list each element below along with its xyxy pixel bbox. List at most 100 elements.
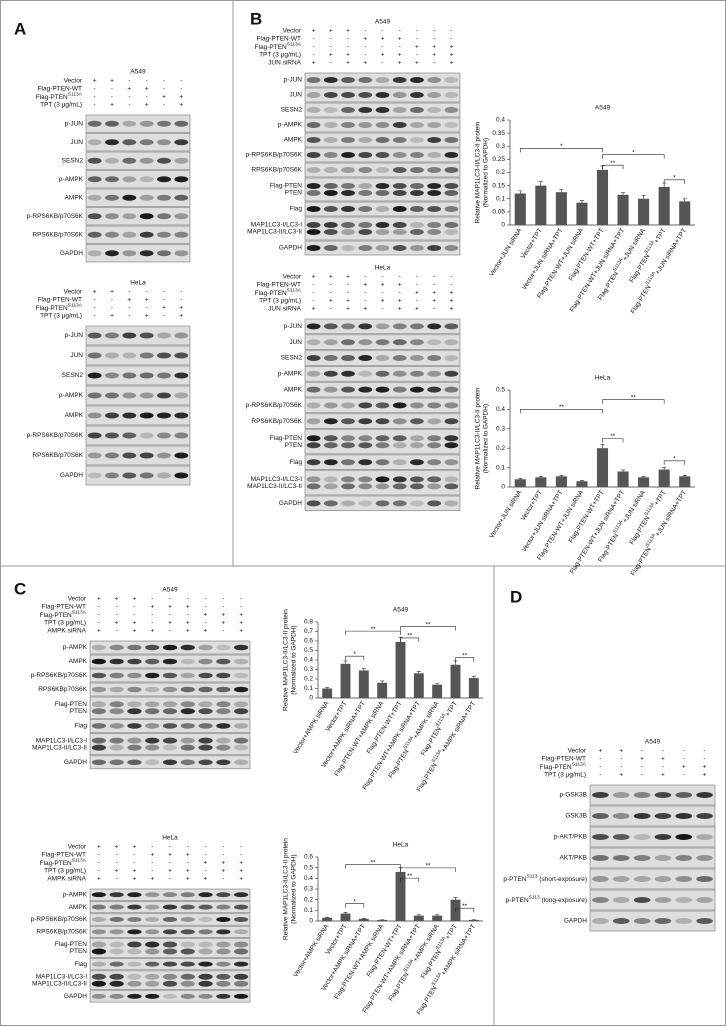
significance-bracket: [345, 630, 401, 636]
condition-sign: -: [151, 868, 153, 875]
band: [358, 483, 373, 490]
condition-sign: +: [432, 298, 436, 305]
condition-sign: +: [133, 596, 137, 603]
condition-sign: +: [150, 604, 154, 611]
band: [139, 231, 154, 238]
condition-sign: -: [416, 274, 418, 281]
bar: [679, 201, 691, 225]
significance-label: **: [425, 621, 431, 628]
band: [358, 167, 373, 173]
condition-sign: -: [98, 868, 100, 875]
significance-bracket: [400, 637, 420, 642]
condition-label-sup: S113A: [68, 303, 83, 309]
condition-sign: +: [97, 876, 101, 883]
band: [216, 929, 231, 935]
band: [145, 993, 160, 999]
blot-strip: [304, 334, 461, 350]
condition-sign: -: [683, 756, 685, 763]
band: [358, 323, 373, 330]
condition-sign: -: [399, 28, 401, 35]
condition-label: Flag-PTEN-WT: [257, 36, 301, 43]
condition-sign: -: [364, 290, 366, 297]
band: [358, 92, 373, 98]
protein-label: p-PTENS113 (long-exposure): [506, 895, 587, 904]
band: [109, 644, 124, 651]
condition-sign: -: [399, 274, 401, 281]
band: [375, 77, 390, 83]
condition-sign: +: [363, 306, 367, 313]
y-axis-label: Relative MAP1LC3-II/LC3-II protein: [283, 609, 290, 711]
band: [375, 442, 390, 449]
condition-label: Vector: [568, 748, 587, 755]
band: [392, 190, 407, 196]
band: [592, 918, 609, 924]
band: [180, 961, 195, 967]
x-tick-label-rest: +TPT: [444, 700, 458, 717]
band: [341, 206, 355, 212]
blot-strip: [85, 114, 191, 133]
band: [427, 152, 442, 158]
band: [444, 245, 459, 251]
band: [162, 929, 178, 935]
band: [444, 77, 459, 83]
condition-sign: -: [222, 852, 224, 859]
condition-sign: +: [449, 52, 453, 59]
protein-label: MAP1LC3-II/LC3-II: [32, 980, 87, 987]
condition-sign: +: [381, 52, 385, 59]
band: [139, 157, 154, 164]
band: [105, 412, 119, 419]
blot-strip: [85, 405, 191, 426]
band: [341, 500, 355, 507]
bar: [395, 871, 406, 921]
band: [392, 459, 407, 466]
band: [91, 737, 106, 744]
error-bar: [682, 475, 687, 477]
condition-sign: -: [128, 78, 130, 85]
band: [341, 229, 355, 235]
band: [323, 483, 338, 490]
band: [87, 372, 102, 379]
band: [633, 813, 651, 819]
band: [127, 892, 142, 898]
band: [341, 183, 355, 189]
protein-label: Flag: [289, 459, 302, 466]
significance-bracket: [345, 655, 365, 661]
band: [444, 442, 459, 449]
band: [392, 229, 407, 235]
band: [109, 941, 124, 948]
x-tick-label-text: Flag-PTEN: [415, 762, 438, 793]
protein-label: p-RPS6KB/p70S6K: [246, 152, 303, 159]
band: [410, 500, 424, 507]
condition-sign: +: [150, 852, 154, 859]
band: [410, 418, 424, 425]
band: [157, 157, 171, 164]
band: [341, 92, 355, 98]
band: [234, 708, 249, 715]
condition-label: Flag-PTEN-WT: [542, 756, 586, 763]
protein-label: PTEN: [285, 442, 303, 449]
band: [87, 472, 102, 479]
condition-sign: +: [110, 289, 114, 296]
condition-sign: -: [703, 756, 705, 763]
band: [162, 737, 178, 744]
condition-sign: -: [364, 274, 366, 281]
protein-label: SESN2: [281, 107, 303, 114]
band: [323, 435, 338, 442]
protein-label: AMPK: [69, 904, 88, 911]
condition-sign: +: [115, 844, 119, 851]
condition-sign: -: [98, 852, 100, 859]
condition-sign: -: [416, 28, 418, 35]
y-tick-label: 0.8: [304, 619, 313, 626]
condition-sign: +: [110, 78, 114, 85]
condition-sign: +: [346, 274, 350, 281]
band: [91, 744, 106, 751]
y-tick-label: 0.05: [492, 209, 505, 216]
band: [696, 855, 713, 861]
band: [410, 459, 424, 466]
band: [180, 658, 195, 665]
condition-sign: +: [381, 282, 385, 289]
condition-sign: +: [239, 612, 243, 619]
blot-strip: [85, 244, 191, 263]
band: [323, 323, 338, 330]
band: [323, 122, 338, 128]
